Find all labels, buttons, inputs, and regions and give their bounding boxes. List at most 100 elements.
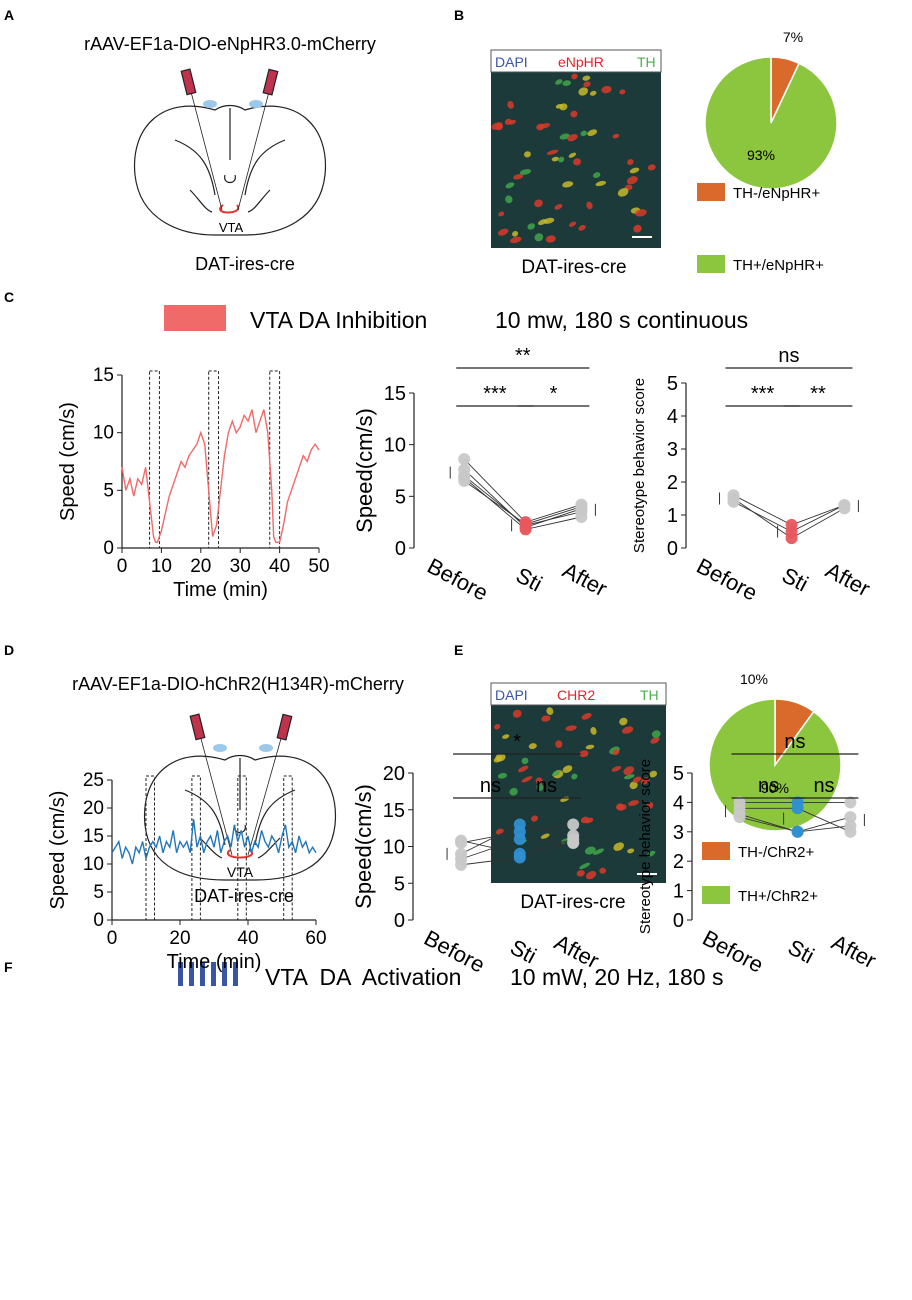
stim-window xyxy=(283,775,293,921)
legend-swatch-orange-e xyxy=(702,842,730,860)
cell xyxy=(521,757,529,765)
cell xyxy=(580,130,588,137)
data-point-before xyxy=(458,453,471,466)
significance-label: ** xyxy=(810,383,826,405)
legend-label-1-b: TH-/eNpHR+ xyxy=(733,185,820,202)
y-axis-title: Stereotype behavior score xyxy=(631,378,648,553)
pie-slice-TH+/ChR2+ xyxy=(708,698,842,832)
cell xyxy=(565,725,577,731)
data-point-after xyxy=(575,511,588,523)
panel-letter-c: C xyxy=(4,289,14,305)
cell xyxy=(536,783,544,792)
y-tick-label: 20 xyxy=(83,798,104,819)
data-point-after xyxy=(844,819,857,832)
cell xyxy=(568,221,577,227)
cell xyxy=(536,123,545,131)
y-tick-label: 5 xyxy=(667,373,678,395)
y-axis-title: Speed(cm/s) xyxy=(351,784,376,909)
data-point-before xyxy=(455,834,468,847)
y-tick-label: 15 xyxy=(383,800,405,822)
cell xyxy=(587,129,598,137)
cell xyxy=(559,133,570,140)
stain-label-dapi-b: DAPI xyxy=(495,54,528,70)
significance-label: *** xyxy=(751,383,775,405)
cell xyxy=(562,765,573,774)
panel-letter-f: F xyxy=(4,959,13,975)
x-axis-title: Time (min) xyxy=(167,951,262,973)
category-label-after: After xyxy=(822,557,875,601)
cell xyxy=(628,800,639,806)
x-tick-label: 40 xyxy=(269,556,290,577)
cell xyxy=(570,110,578,118)
data-point-sti xyxy=(519,518,532,531)
data-point-sti xyxy=(791,825,804,838)
cell xyxy=(509,787,518,796)
y-tick-label: 15 xyxy=(384,383,406,405)
significance-label: * xyxy=(513,731,521,753)
cell xyxy=(621,726,634,734)
cell xyxy=(495,753,506,762)
category-label-after: After xyxy=(828,929,881,973)
data-point-before xyxy=(727,495,740,508)
cell xyxy=(513,174,524,180)
data-point-sti xyxy=(513,833,526,846)
cell xyxy=(527,223,536,230)
cell xyxy=(519,169,532,175)
stain-label-dapi-e: DAPI xyxy=(495,687,528,703)
speed-trace-line xyxy=(111,819,317,865)
cell xyxy=(623,766,635,775)
stim-window xyxy=(145,775,155,921)
cell xyxy=(629,781,638,790)
cell xyxy=(581,712,592,720)
speed-trace-line xyxy=(121,409,320,543)
y-tick-label: 10 xyxy=(83,854,104,875)
mouse-label-d: DAT-ires-cre xyxy=(194,886,294,906)
x-tick-label: 0 xyxy=(107,928,118,949)
significance-label: ns xyxy=(784,731,805,753)
cell xyxy=(632,776,642,783)
cell xyxy=(505,195,513,204)
cell xyxy=(601,85,612,94)
micrograph-b xyxy=(490,49,662,248)
y-axis-title: Speed (cm/s) xyxy=(57,402,79,521)
cell xyxy=(633,224,642,233)
cell xyxy=(505,182,515,189)
cell xyxy=(576,870,585,877)
cell xyxy=(562,181,574,188)
cell xyxy=(612,133,620,139)
cell xyxy=(617,188,629,197)
data-point-sti xyxy=(513,818,526,831)
y-tick-label: 0 xyxy=(394,910,405,932)
x-axis-title: Time (min) xyxy=(173,579,268,601)
stain-label-th-e: TH xyxy=(640,687,659,703)
speed-trace-activation: 0 20 40 60 0 5 10 15 20 25 Time (min) Speed (cm/s) xyxy=(47,770,327,973)
data-point-after xyxy=(575,500,588,513)
y-tick-label: 5 xyxy=(93,882,104,903)
cell xyxy=(611,766,622,772)
pie-value-label: 7% xyxy=(783,29,803,45)
cell xyxy=(512,709,522,718)
panel-letter-b: B xyxy=(454,7,464,23)
cell xyxy=(528,743,537,750)
panel-letter-a: A xyxy=(4,7,14,23)
cell xyxy=(629,167,640,174)
legend-swatch-orange-b xyxy=(697,183,725,201)
cell xyxy=(649,770,658,778)
cell xyxy=(585,744,595,750)
data-point-after xyxy=(844,796,857,809)
stereotype-dotplot-inhibition: 0 1 2 3 4 5 Stereotype behavior score Before Sti… xyxy=(631,345,874,606)
legend-label-2-b: TH+/eNpHR+ xyxy=(733,257,824,274)
y-tick-label: 0 xyxy=(93,910,104,931)
cell xyxy=(579,862,591,870)
light-pulse-legend xyxy=(178,962,238,986)
cell xyxy=(555,79,563,85)
cell xyxy=(595,180,607,187)
cell xyxy=(534,199,543,208)
legend-swatch-green-b xyxy=(697,255,725,273)
stain-label-enphr-b: eNpHR xyxy=(558,54,604,70)
data-point-after xyxy=(838,499,851,512)
activation-banner-label: VTA DA Activation xyxy=(265,964,461,990)
cell xyxy=(540,833,550,839)
inhibition-legend-swatch xyxy=(164,305,226,331)
y-tick-label: 0 xyxy=(395,538,406,560)
